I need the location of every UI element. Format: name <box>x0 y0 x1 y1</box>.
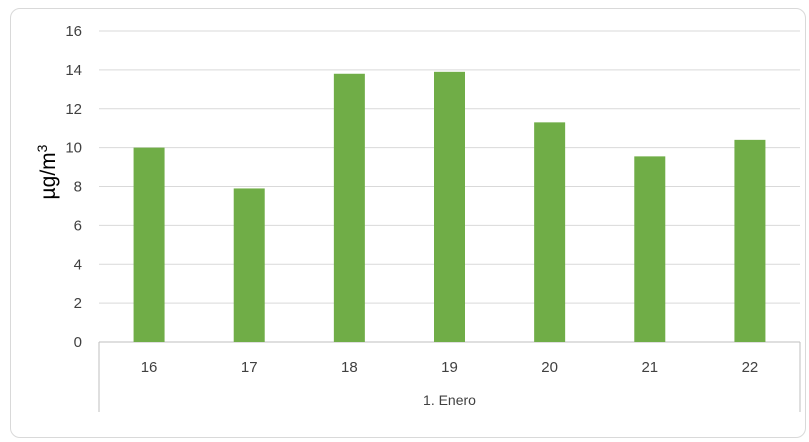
y-tick-label: 0 <box>74 334 82 351</box>
y-tick-label: 14 <box>65 62 82 79</box>
bar-16 <box>133 147 165 342</box>
y-tick-label: 4 <box>74 256 82 273</box>
y-axis-label-superscript: 3 <box>34 144 50 152</box>
bar-19 <box>434 71 465 342</box>
x-axis: 16 17 18 19 20 21 22 <box>98 342 801 412</box>
bar-18 <box>333 73 365 342</box>
bar-22 <box>734 139 766 342</box>
x-tick-label: 18 <box>341 359 358 376</box>
y-tick-label: 2 <box>74 295 82 312</box>
bar-17 <box>233 188 265 342</box>
x-tick-label: 21 <box>641 359 658 376</box>
x-group-label: 1. Enero <box>423 392 476 408</box>
y-axis-ticks: 0 2 4 6 8 10 12 14 16 <box>65 23 82 351</box>
y-axis-label-text: µg/m <box>37 152 60 199</box>
y-tick-label: 8 <box>74 179 82 196</box>
y-tick-label: 10 <box>65 140 82 157</box>
y-axis-label: µg/m3 <box>34 144 60 199</box>
y-tick-label: 12 <box>65 101 82 118</box>
x-tick-label: 17 <box>241 359 258 376</box>
x-tick-label: 16 <box>141 359 158 376</box>
y-tick-label: 6 <box>74 217 82 234</box>
x-tick-label: 22 <box>742 359 759 376</box>
x-tick-label: 19 <box>441 359 458 376</box>
x-tick-label: 20 <box>541 359 558 376</box>
bar-21 <box>634 156 666 342</box>
bar-20 <box>534 122 566 342</box>
y-tick-label: 16 <box>65 23 82 40</box>
bars <box>133 71 766 342</box>
